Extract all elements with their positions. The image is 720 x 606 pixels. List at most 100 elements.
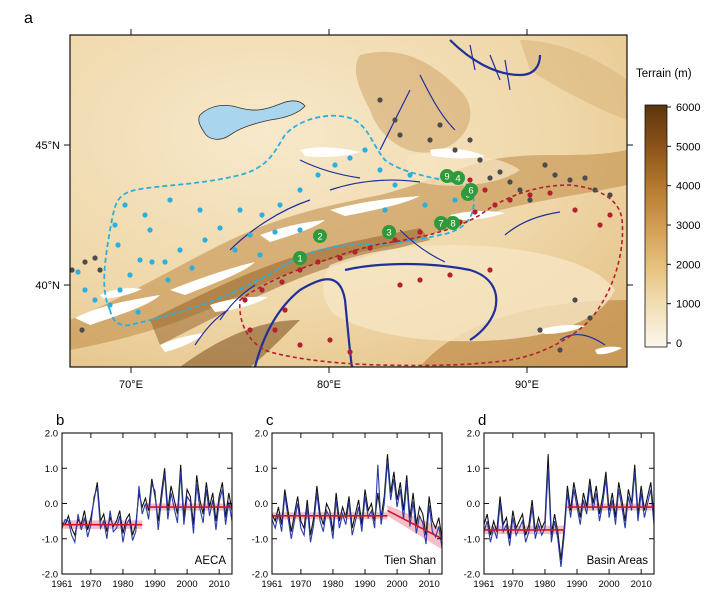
station-dot <box>142 212 148 218</box>
y-tick-label: -1.0 <box>252 534 268 545</box>
altai-relief <box>355 51 471 153</box>
station-dot <box>427 137 433 143</box>
region-label: Basin Areas <box>587 555 649 567</box>
station-dot <box>259 212 265 218</box>
y-tick-label: 2.0 <box>467 429 480 440</box>
station-dot <box>542 162 548 168</box>
colorbar <box>644 104 668 348</box>
station-dot <box>482 187 488 193</box>
station-dot <box>347 349 353 355</box>
station-dot <box>417 229 423 235</box>
station-dot <box>497 169 503 175</box>
station-dot <box>272 229 278 235</box>
red-station-dots <box>242 177 613 355</box>
cyan-station-dots <box>75 147 458 315</box>
station-dot <box>297 267 303 273</box>
x-tick-label: 1990 <box>566 579 587 590</box>
region-label: AECA <box>195 555 227 567</box>
station-dot <box>397 132 403 138</box>
colorbar-title: Terrain (m) <box>636 68 692 80</box>
region-label: Tien Shan <box>384 555 436 567</box>
svg-text:7: 7 <box>438 219 443 230</box>
panel-label: c <box>266 412 274 429</box>
station-dot <box>162 259 168 265</box>
station-dot <box>487 267 493 273</box>
x-tick-label: 2010 <box>209 579 230 590</box>
y-tick-label: 2.0 <box>255 429 268 440</box>
svg-text:4: 4 <box>455 174 460 185</box>
svg-text:9: 9 <box>444 172 449 183</box>
station-dot <box>135 309 141 315</box>
station-dot <box>452 197 458 203</box>
station-dot <box>232 247 238 253</box>
x-tick-label: 2000 <box>599 579 620 590</box>
svg-text:8: 8 <box>450 219 455 230</box>
station-marker-8: 8 <box>446 216 460 230</box>
station-dot <box>332 162 338 168</box>
station-dot <box>582 175 588 181</box>
station-dot <box>327 337 333 343</box>
series-line <box>61 464 233 537</box>
station-dot <box>282 307 288 313</box>
station-dot <box>127 272 133 278</box>
x-tick-label: 2010 <box>631 579 652 590</box>
station-dot <box>70 267 75 273</box>
station-dot <box>92 297 98 303</box>
mean-line <box>387 509 443 540</box>
station-dot <box>597 222 603 228</box>
colorbar-tick-label: 2000 <box>676 259 700 271</box>
station-dot <box>247 327 253 333</box>
svg-text:3: 3 <box>386 228 391 239</box>
station-dot <box>397 282 403 288</box>
x-tick-label: 1980 <box>112 579 133 590</box>
y-tick-label: 0.0 <box>255 499 268 510</box>
station-dot <box>377 167 383 173</box>
station-dot <box>112 222 118 228</box>
station-dot <box>197 207 203 213</box>
station-dot <box>537 327 543 333</box>
x-tick-label: 1961 <box>473 579 494 590</box>
station-dot <box>572 297 578 303</box>
station-dot <box>297 227 303 233</box>
station-dot <box>527 192 533 198</box>
lat-tick-45: 45°N <box>35 140 60 152</box>
x-tick-label: 1970 <box>80 579 101 590</box>
series-line <box>483 454 655 560</box>
y-tick-label: 1.0 <box>45 464 58 475</box>
svg-text:2: 2 <box>317 232 322 243</box>
station-dot <box>279 279 285 285</box>
x-tick-label: 2000 <box>387 579 408 590</box>
station-dot <box>492 202 498 208</box>
station-dot <box>517 187 523 193</box>
station-dot <box>242 297 248 303</box>
station-dot <box>472 209 478 215</box>
x-tick-label: 1990 <box>354 579 375 590</box>
colorbar-tick-label: 4000 <box>676 181 700 193</box>
station-dot <box>247 232 253 238</box>
colorbar-tick-label: 0 <box>676 338 682 350</box>
tarim-basin <box>323 245 615 342</box>
panel-label: b <box>56 412 64 429</box>
station-dot <box>377 97 383 103</box>
station-marker-9: 9 <box>440 169 454 183</box>
station-dot <box>392 117 398 123</box>
map-ticks <box>64 29 633 373</box>
station-dot <box>202 237 208 243</box>
station-dot <box>422 202 428 208</box>
station-dot <box>97 267 103 273</box>
station-dot <box>82 259 88 265</box>
station-dot <box>527 197 533 203</box>
station-dot <box>367 245 373 251</box>
station-marker-1: 1 <box>293 251 307 265</box>
station-marker-7: 7 <box>434 216 448 230</box>
station-dot <box>392 182 398 188</box>
station-marker-4: 4 <box>451 171 465 185</box>
station-dot <box>75 269 81 275</box>
station-dot <box>487 175 493 181</box>
station-dot <box>137 257 143 263</box>
station-dot <box>552 172 558 178</box>
station-dot <box>347 155 353 161</box>
station-dot <box>277 202 283 208</box>
